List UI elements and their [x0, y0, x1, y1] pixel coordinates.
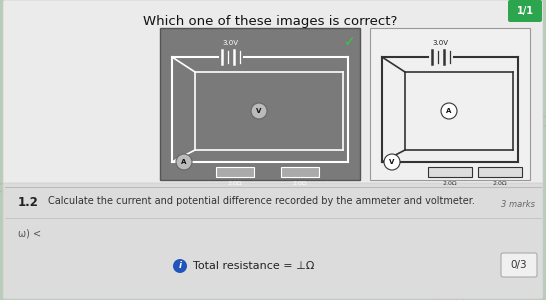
Text: 1.2: 1.2	[18, 196, 39, 209]
Text: Total resistance = ⊥Ω: Total resistance = ⊥Ω	[193, 261, 314, 271]
Text: V: V	[389, 159, 395, 165]
Bar	[370, 28, 530, 180]
FancyBboxPatch shape	[501, 253, 537, 277]
Bar	[428, 167, 472, 177]
FancyBboxPatch shape	[508, 0, 542, 22]
Text: 2.0Ω: 2.0Ω	[293, 181, 307, 186]
Circle shape	[384, 154, 400, 170]
Bar	[216, 167, 254, 177]
Text: Calculate the current and potential difference recorded by the ammeter and voltm: Calculate the current and potential diff…	[48, 196, 475, 206]
Text: 2.0Ω: 2.0Ω	[492, 181, 507, 186]
Text: 2.0Ω: 2.0Ω	[443, 181, 458, 186]
Circle shape	[176, 154, 192, 170]
Circle shape	[173, 259, 187, 273]
Text: i: i	[179, 262, 182, 271]
Bar	[281, 167, 319, 177]
Text: 2.0Ω: 2.0Ω	[228, 181, 242, 186]
Text: ✓: ✓	[344, 35, 356, 49]
Circle shape	[441, 103, 457, 119]
FancyBboxPatch shape	[3, 0, 543, 187]
Text: 1/1: 1/1	[517, 6, 533, 16]
Text: V: V	[256, 108, 262, 114]
Text: 3.0V: 3.0V	[432, 40, 448, 46]
Text: ω) <: ω) <	[18, 228, 41, 238]
Text: 0/3: 0/3	[511, 260, 527, 270]
Text: Which one of these images is correct?: Which one of these images is correct?	[143, 15, 397, 28]
Text: A: A	[446, 108, 452, 114]
Circle shape	[251, 103, 267, 119]
Bar	[478, 167, 522, 177]
Bar	[160, 28, 360, 180]
FancyBboxPatch shape	[3, 183, 543, 299]
Text: 3 marks: 3 marks	[501, 200, 535, 209]
Text: 3.0V: 3.0V	[222, 40, 238, 46]
Text: A: A	[181, 159, 187, 165]
